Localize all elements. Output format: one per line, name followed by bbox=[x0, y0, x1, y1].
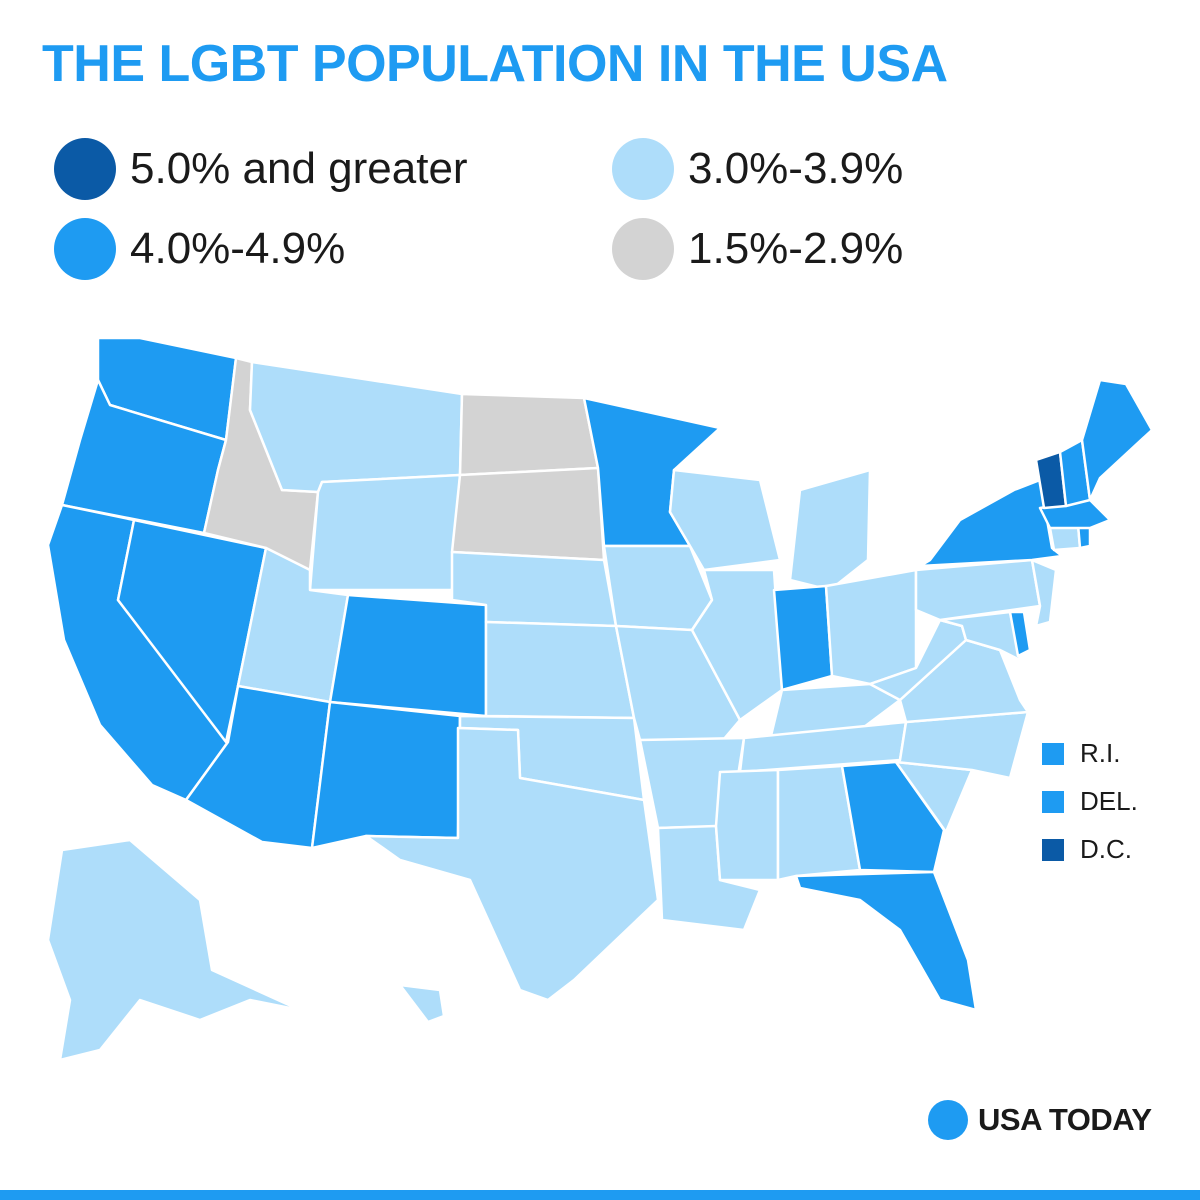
legend-label-4: 4.0%-4.9% bbox=[130, 224, 346, 273]
state-wyoming bbox=[308, 473, 462, 592]
state-maine bbox=[1080, 378, 1154, 502]
brand-name: USA TODAY bbox=[978, 1102, 1152, 1137]
state-hawaii bbox=[398, 983, 446, 1024]
state-florida bbox=[794, 870, 978, 1012]
legend-item-5-plus: 5.0% and greater bbox=[54, 138, 468, 200]
small-state-label-ri: R.I. bbox=[1080, 738, 1121, 768]
state-indiana bbox=[772, 584, 834, 692]
state-new-york bbox=[918, 478, 1064, 568]
state-mississippi bbox=[714, 768, 780, 882]
small-state-swatch-del bbox=[1042, 790, 1064, 813]
legend-swatch-3 bbox=[612, 138, 674, 200]
legend-item-4: 4.0%-4.9% bbox=[54, 218, 345, 280]
page-title: THE LGBT POPULATION IN THE USA bbox=[42, 35, 948, 93]
legend-label-5-plus: 5.0% and greater bbox=[130, 144, 468, 193]
state-montana bbox=[248, 360, 464, 494]
state-new-mexico bbox=[310, 700, 462, 850]
brand-dot-icon bbox=[928, 1100, 968, 1140]
state-georgia bbox=[840, 760, 946, 874]
small-state-ri: R.I. bbox=[1042, 738, 1120, 769]
state-illinois bbox=[690, 568, 784, 722]
legend-swatch-4 bbox=[54, 218, 116, 280]
state-south-dakota bbox=[450, 466, 606, 562]
small-state-dc: D.C. bbox=[1042, 834, 1132, 865]
state-michigan bbox=[788, 468, 872, 592]
state-north-dakota bbox=[458, 392, 600, 477]
brand-logo: USA TODAY bbox=[928, 1100, 1152, 1140]
small-state-swatch-ri bbox=[1042, 742, 1064, 765]
legend-item-1-5: 1.5%-2.9% bbox=[612, 218, 903, 280]
small-state-label-dc: D.C. bbox=[1080, 834, 1132, 864]
small-state-swatch-dc bbox=[1042, 838, 1064, 861]
small-state-label-del: DEL. bbox=[1080, 786, 1138, 816]
state-alaska bbox=[46, 838, 302, 1062]
state-ohio bbox=[824, 568, 918, 686]
legend-label-1-5: 1.5%-2.9% bbox=[688, 224, 904, 273]
state-delaware bbox=[1008, 610, 1032, 658]
state-kentucky bbox=[768, 682, 902, 742]
legend-swatch-1-5 bbox=[612, 218, 674, 280]
state-iowa bbox=[602, 544, 714, 632]
state-kansas bbox=[484, 620, 636, 720]
small-state-del: DEL. bbox=[1042, 786, 1138, 817]
state-alabama bbox=[776, 764, 862, 882]
bottom-rule bbox=[0, 1190, 1200, 1200]
legend-swatch-5-plus bbox=[54, 138, 116, 200]
legend-label-3: 3.0%-3.9% bbox=[688, 144, 904, 193]
legend-item-3: 3.0%-3.9% bbox=[612, 138, 903, 200]
state-colorado bbox=[328, 593, 488, 718]
state-new-jersey bbox=[1030, 558, 1058, 628]
state-texas bbox=[364, 726, 660, 1002]
